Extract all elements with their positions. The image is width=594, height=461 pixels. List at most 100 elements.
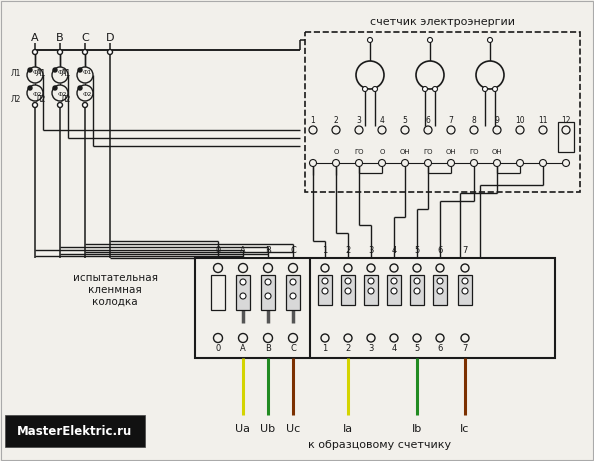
Circle shape [428, 37, 432, 42]
Text: ГО: ГО [424, 149, 433, 155]
Text: 9: 9 [495, 116, 500, 124]
Text: 3: 3 [368, 246, 374, 254]
Circle shape [52, 67, 68, 83]
Circle shape [563, 160, 570, 166]
Text: 4: 4 [380, 116, 384, 124]
Text: Л2: Л2 [36, 95, 46, 104]
Circle shape [402, 160, 409, 166]
Circle shape [391, 288, 397, 294]
Circle shape [289, 333, 298, 343]
Circle shape [33, 49, 37, 54]
Circle shape [53, 86, 57, 90]
Text: 4: 4 [391, 343, 397, 353]
Circle shape [517, 160, 523, 166]
Circle shape [321, 264, 329, 272]
Bar [387, 275, 401, 305]
Circle shape [33, 102, 37, 107]
Text: Ф1: Ф1 [58, 71, 67, 76]
Circle shape [436, 264, 444, 272]
Text: 6: 6 [437, 246, 443, 254]
Circle shape [391, 278, 397, 284]
Circle shape [516, 126, 524, 134]
Circle shape [414, 278, 420, 284]
Circle shape [367, 334, 375, 342]
Circle shape [265, 279, 271, 285]
Circle shape [344, 264, 352, 272]
Circle shape [401, 126, 409, 134]
Text: MasterElektric.ru: MasterElektric.ru [17, 425, 132, 437]
Text: Л1: Л1 [11, 69, 21, 77]
Bar [236, 275, 250, 310]
Circle shape [414, 288, 420, 294]
Text: 1: 1 [323, 343, 328, 353]
Circle shape [362, 87, 368, 91]
Circle shape [488, 37, 492, 42]
Circle shape [321, 334, 329, 342]
Text: ГО: ГО [469, 149, 479, 155]
Circle shape [108, 49, 112, 54]
Circle shape [425, 160, 431, 166]
Circle shape [332, 126, 340, 134]
Circle shape [562, 126, 570, 134]
Text: 6: 6 [437, 343, 443, 353]
Text: ОН: ОН [400, 149, 410, 155]
Text: B: B [56, 33, 64, 43]
Text: 4: 4 [391, 246, 397, 254]
Circle shape [356, 61, 384, 89]
Circle shape [447, 160, 454, 166]
Text: 7: 7 [462, 246, 467, 254]
Text: 7: 7 [462, 343, 467, 353]
Text: Л1: Л1 [36, 69, 46, 77]
Circle shape [83, 102, 87, 107]
Text: 1: 1 [323, 246, 328, 254]
Circle shape [289, 264, 298, 272]
Circle shape [77, 67, 93, 83]
Circle shape [368, 288, 374, 294]
Circle shape [390, 334, 398, 342]
Text: 2: 2 [345, 343, 350, 353]
Text: 10: 10 [515, 116, 525, 124]
Text: 11: 11 [538, 116, 548, 124]
Text: Ф2: Ф2 [83, 93, 91, 97]
Circle shape [539, 160, 546, 166]
Circle shape [344, 334, 352, 342]
Text: 1: 1 [311, 116, 315, 124]
Circle shape [367, 264, 375, 272]
Text: 12: 12 [561, 116, 571, 124]
Circle shape [264, 333, 273, 343]
Circle shape [355, 126, 363, 134]
Circle shape [461, 334, 469, 342]
Circle shape [432, 87, 438, 91]
Circle shape [240, 279, 246, 285]
Bar [433, 275, 447, 305]
Circle shape [437, 278, 443, 284]
Circle shape [476, 61, 504, 89]
Circle shape [416, 61, 444, 89]
Circle shape [213, 264, 223, 272]
Circle shape [470, 160, 478, 166]
Circle shape [58, 49, 62, 54]
Circle shape [368, 278, 374, 284]
Text: Ic: Ic [460, 424, 470, 434]
Bar [286, 275, 300, 310]
Text: A: A [31, 33, 39, 43]
Circle shape [539, 126, 547, 134]
Text: 2: 2 [334, 116, 339, 124]
Bar [318, 275, 332, 305]
Circle shape [437, 288, 443, 294]
Circle shape [28, 68, 32, 72]
Circle shape [213, 333, 223, 343]
Text: Ub: Ub [260, 424, 276, 434]
Text: C: C [290, 246, 296, 254]
Bar [5, 415, 145, 447]
Bar [558, 122, 574, 152]
Circle shape [265, 293, 271, 299]
Circle shape [413, 334, 421, 342]
Circle shape [239, 333, 248, 343]
Circle shape [52, 85, 68, 101]
Text: счетчик электроэнергии: счетчик электроэнергии [369, 17, 514, 27]
Circle shape [461, 264, 469, 272]
Circle shape [27, 85, 43, 101]
Circle shape [482, 87, 488, 91]
Bar [211, 275, 225, 310]
